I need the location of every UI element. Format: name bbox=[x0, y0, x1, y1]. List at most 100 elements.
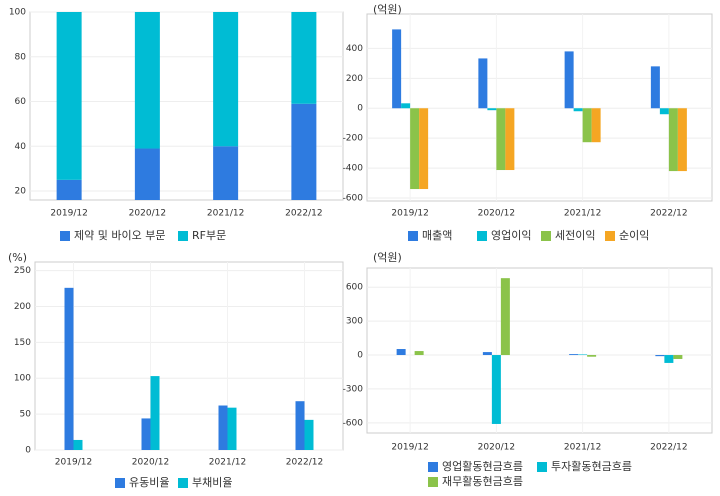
y-tick-label: 20 bbox=[15, 187, 27, 197]
legend-swatch bbox=[178, 231, 188, 241]
bar bbox=[569, 354, 579, 356]
x-tick-label: 2021/12 bbox=[564, 443, 601, 453]
y-tick-label: 100 bbox=[9, 8, 26, 18]
bar bbox=[505, 108, 515, 171]
legend-label: RF부문 bbox=[192, 229, 226, 242]
y-tick-label: -300 bbox=[343, 384, 364, 394]
bar bbox=[655, 355, 665, 357]
legend-label: 순이익 bbox=[619, 229, 649, 242]
bar bbox=[213, 12, 239, 147]
legend-swatch bbox=[428, 462, 438, 472]
x-tick-label: 2021/12 bbox=[564, 209, 601, 219]
y-tick-label: -200 bbox=[343, 134, 364, 144]
bar bbox=[659, 108, 669, 115]
x-tick-label: 2022/12 bbox=[650, 443, 687, 453]
bar bbox=[650, 66, 660, 109]
bar bbox=[56, 12, 82, 180]
x-tick-label: 2020/12 bbox=[129, 209, 166, 219]
legend-label: 매출액 bbox=[422, 229, 452, 242]
bar bbox=[414, 351, 424, 356]
bar bbox=[304, 419, 314, 450]
y-tick-label: 200 bbox=[346, 74, 363, 84]
x-tick-label: 2019/12 bbox=[391, 209, 428, 219]
x-tick-label: 2019/12 bbox=[55, 458, 92, 468]
bar bbox=[291, 103, 317, 200]
bar bbox=[401, 103, 411, 109]
legend-swatch bbox=[605, 231, 615, 241]
unit-label: (억원) bbox=[373, 251, 402, 264]
bar bbox=[64, 287, 74, 450]
bar bbox=[134, 12, 160, 149]
y-tick-label: -400 bbox=[343, 164, 364, 174]
bar bbox=[673, 355, 683, 359]
legend-swatch bbox=[537, 462, 547, 472]
y-tick-label: 400 bbox=[346, 44, 363, 54]
legend-label: 제약 및 바이오 부문 bbox=[74, 228, 165, 242]
bar bbox=[419, 108, 429, 190]
bar bbox=[291, 12, 317, 104]
bar bbox=[410, 108, 420, 190]
x-tick-label: 2020/12 bbox=[478, 443, 515, 453]
y-tick-label: 0 bbox=[357, 104, 363, 114]
legend-label: 부채비율 bbox=[192, 476, 232, 489]
bar bbox=[295, 401, 305, 450]
x-tick-label: 2021/12 bbox=[207, 209, 244, 219]
bar bbox=[396, 349, 406, 356]
unit-label: (%) bbox=[8, 251, 27, 264]
y-tick-label: -600 bbox=[343, 194, 364, 204]
y-tick-label: 0 bbox=[25, 446, 31, 456]
bar bbox=[218, 405, 228, 450]
bar bbox=[392, 29, 402, 109]
bar bbox=[573, 108, 583, 112]
legend-label: 투자활동현금흐름 bbox=[551, 459, 632, 473]
bar bbox=[591, 108, 601, 143]
bar bbox=[677, 108, 687, 172]
y-tick-label: 0 bbox=[357, 351, 363, 361]
y-tick-label: 80 bbox=[15, 52, 27, 62]
y-tick-label: 300 bbox=[346, 317, 363, 327]
plot-area bbox=[34, 261, 344, 451]
y-tick-label: 600 bbox=[346, 283, 363, 293]
legend-swatch bbox=[60, 231, 70, 241]
bar bbox=[587, 355, 597, 357]
x-tick-label: 2021/12 bbox=[209, 458, 246, 468]
bar bbox=[500, 278, 510, 356]
x-tick-label: 2019/12 bbox=[391, 443, 428, 453]
bar bbox=[478, 58, 488, 109]
x-tick-label: 2020/12 bbox=[132, 458, 169, 468]
y-tick-label: 250 bbox=[14, 266, 31, 276]
bar bbox=[664, 355, 674, 363]
y-tick-label: 40 bbox=[15, 142, 27, 152]
legend-label: 유동비율 bbox=[129, 476, 169, 489]
legend-swatch bbox=[115, 478, 125, 488]
legend-label: 재무활동현금흐름 bbox=[442, 474, 523, 488]
bar bbox=[73, 439, 83, 450]
bar bbox=[582, 108, 592, 143]
plot-area bbox=[366, 267, 713, 434]
unit-label: (억원) bbox=[373, 3, 402, 16]
y-tick-label: 200 bbox=[14, 302, 31, 312]
legend-label: 영업이익 bbox=[491, 229, 531, 242]
y-tick-label: 60 bbox=[15, 97, 27, 107]
bar bbox=[564, 51, 574, 109]
legend-swatch bbox=[541, 231, 551, 241]
bar bbox=[482, 352, 492, 356]
bar bbox=[213, 146, 239, 200]
legend-label: 세전이익 bbox=[555, 229, 595, 242]
x-tick-label: 2022/12 bbox=[286, 458, 323, 468]
bar bbox=[668, 108, 678, 172]
legend-label: 영업활동현금흐름 bbox=[442, 459, 523, 473]
bar bbox=[134, 148, 160, 200]
legend-swatch bbox=[477, 231, 487, 241]
bar bbox=[150, 376, 160, 450]
legend-swatch bbox=[428, 477, 438, 487]
y-tick-label: 100 bbox=[14, 374, 31, 384]
x-tick-label: 2022/12 bbox=[650, 209, 687, 219]
bar bbox=[491, 355, 501, 424]
bar bbox=[578, 354, 588, 356]
y-tick-label: 50 bbox=[20, 410, 32, 420]
bar bbox=[496, 108, 506, 171]
y-tick-label: 150 bbox=[14, 338, 31, 348]
bar bbox=[227, 407, 237, 450]
